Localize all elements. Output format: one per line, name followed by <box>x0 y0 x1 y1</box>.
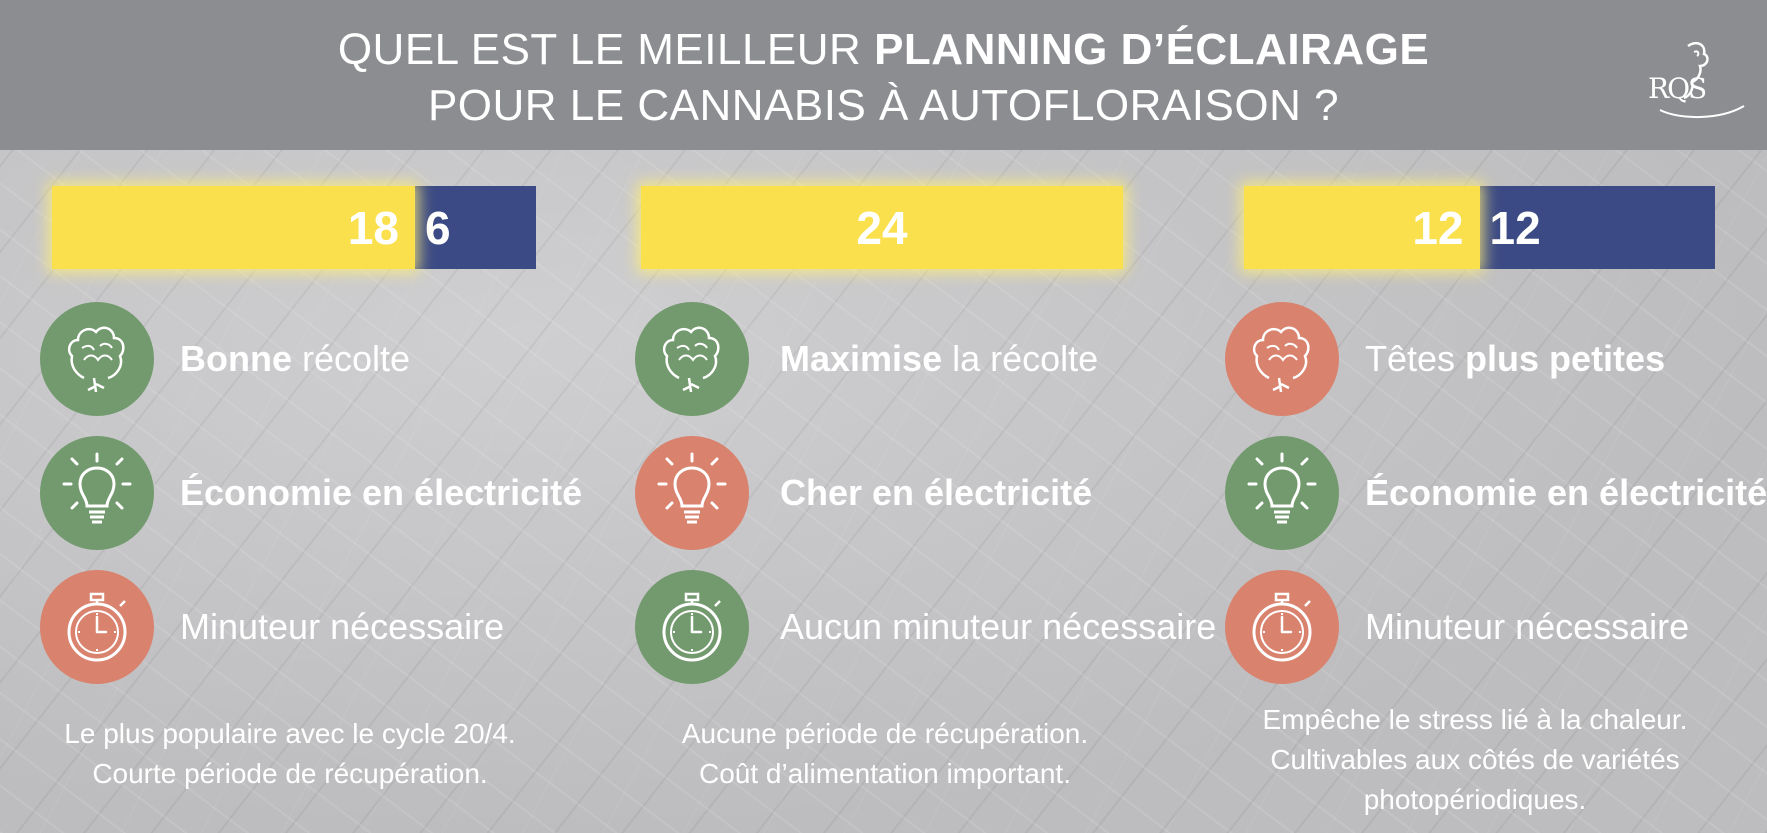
item-label-text: récolte <box>292 338 411 379</box>
light-hours-segment: 12 <box>1244 186 1480 269</box>
note-line: Empêche le stress lié à la chaleur. <box>1262 704 1688 735</box>
item-label-text: Aucun minuteur nécessaire <box>780 606 1217 647</box>
light-hours-segment: 24 <box>641 186 1123 269</box>
item-label: Cher en électricité <box>780 471 1092 515</box>
title-line1-bold: PLANNING D’ÉCLAIRAGE <box>874 25 1430 74</box>
stopwatch-icon <box>67 592 127 662</box>
item-label: Bonne récolte <box>180 337 410 381</box>
dark-hours-segment: 12 <box>1479 186 1715 269</box>
light-hours-segment: 18 <box>52 186 415 269</box>
item-label-bold: Économie en électricité <box>180 472 583 513</box>
stopwatch-icon <box>1252 592 1312 662</box>
note-line: Coût d’alimentation important. <box>699 758 1071 789</box>
note-line: photopériodiques. <box>1363 784 1587 815</box>
item-label: Minuteur nécessaire <box>180 605 504 649</box>
item-label-text: Minuteur nécessaire <box>1365 606 1690 647</box>
item-label: Aucun minuteur nécessaire <box>780 605 1216 649</box>
item-label-bold: Cher en électricité <box>780 472 1093 513</box>
item-label-bold: Maximise <box>780 338 943 379</box>
lightbulb-icon <box>62 452 132 524</box>
negative-indicator-circle <box>40 570 154 684</box>
bud-icon <box>1252 326 1310 393</box>
negative-indicator-circle <box>635 436 749 550</box>
page-title: QUEL EST LE MEILLEUR PLANNING D’ÉCLAIRAG… <box>0 22 1767 134</box>
dark-hours-segment: 6 <box>415 186 536 269</box>
negative-indicator-circle <box>1225 570 1339 684</box>
light-schedule-bar: 24 <box>641 186 1123 269</box>
positive-indicator-circle <box>40 302 154 416</box>
lightbulb-icon <box>1247 452 1317 524</box>
lightbulb-icon <box>657 452 727 524</box>
schedule-note: Le plus populaire avec le cycle 20/4. Cou… <box>40 714 540 794</box>
positive-indicator-circle <box>635 302 749 416</box>
logo-text: RQS <box>1648 72 1707 105</box>
bud-icon <box>67 326 125 393</box>
positive-indicator-circle <box>635 570 749 684</box>
header-banner: QUEL EST LE MEILLEUR PLANNING D’ÉCLAIRAG… <box>0 0 1767 150</box>
item-label-bold: plus petites <box>1465 338 1666 379</box>
lion-logo-icon <box>1659 42 1745 118</box>
note-line: Aucune période de récupération. <box>681 718 1089 749</box>
item-label: Minuteur nécessaire <box>1365 605 1689 649</box>
item-label-text: Minuteur nécessaire <box>180 606 505 647</box>
item-label: Économie en électricité <box>180 471 582 515</box>
note-line: Cultivables aux côtés de variétés <box>1270 744 1680 775</box>
schedule-note: Empêche le stress lié à la chaleur. Culti… <box>1230 700 1720 820</box>
title-line2: POUR LE CANNABIS À AUTOFLORAISON ? <box>427 81 1340 130</box>
item-label: Économie en électricité <box>1365 471 1767 515</box>
item-label: Maximise la récolte <box>780 337 1098 381</box>
stopwatch-icon <box>662 592 722 662</box>
bud-icon <box>662 326 720 393</box>
title-line1-normal: QUEL EST LE MEILLEUR <box>337 25 875 74</box>
item-label-bold: Économie en électricité <box>1365 472 1767 513</box>
item-label-text: la récolte <box>942 338 1099 379</box>
positive-indicator-circle <box>1225 436 1339 550</box>
schedule-note: Aucune période de récupération. Coût d’al… <box>640 714 1130 794</box>
rqs-logo: RQS <box>1640 40 1750 122</box>
light-schedule-bar: 18 6 <box>52 186 536 269</box>
positive-indicator-circle <box>40 436 154 550</box>
negative-indicator-circle <box>1225 302 1339 416</box>
item-label-text: Têtes <box>1365 338 1466 379</box>
item-label-bold: Bonne <box>180 338 292 379</box>
light-schedule-bar: 12 12 <box>1244 186 1715 269</box>
note-line: Courte période de récupération. <box>92 758 488 789</box>
note-line: Le plus populaire avec le cycle 20/4. <box>64 718 516 749</box>
item-label: Têtes plus petites <box>1365 337 1665 381</box>
